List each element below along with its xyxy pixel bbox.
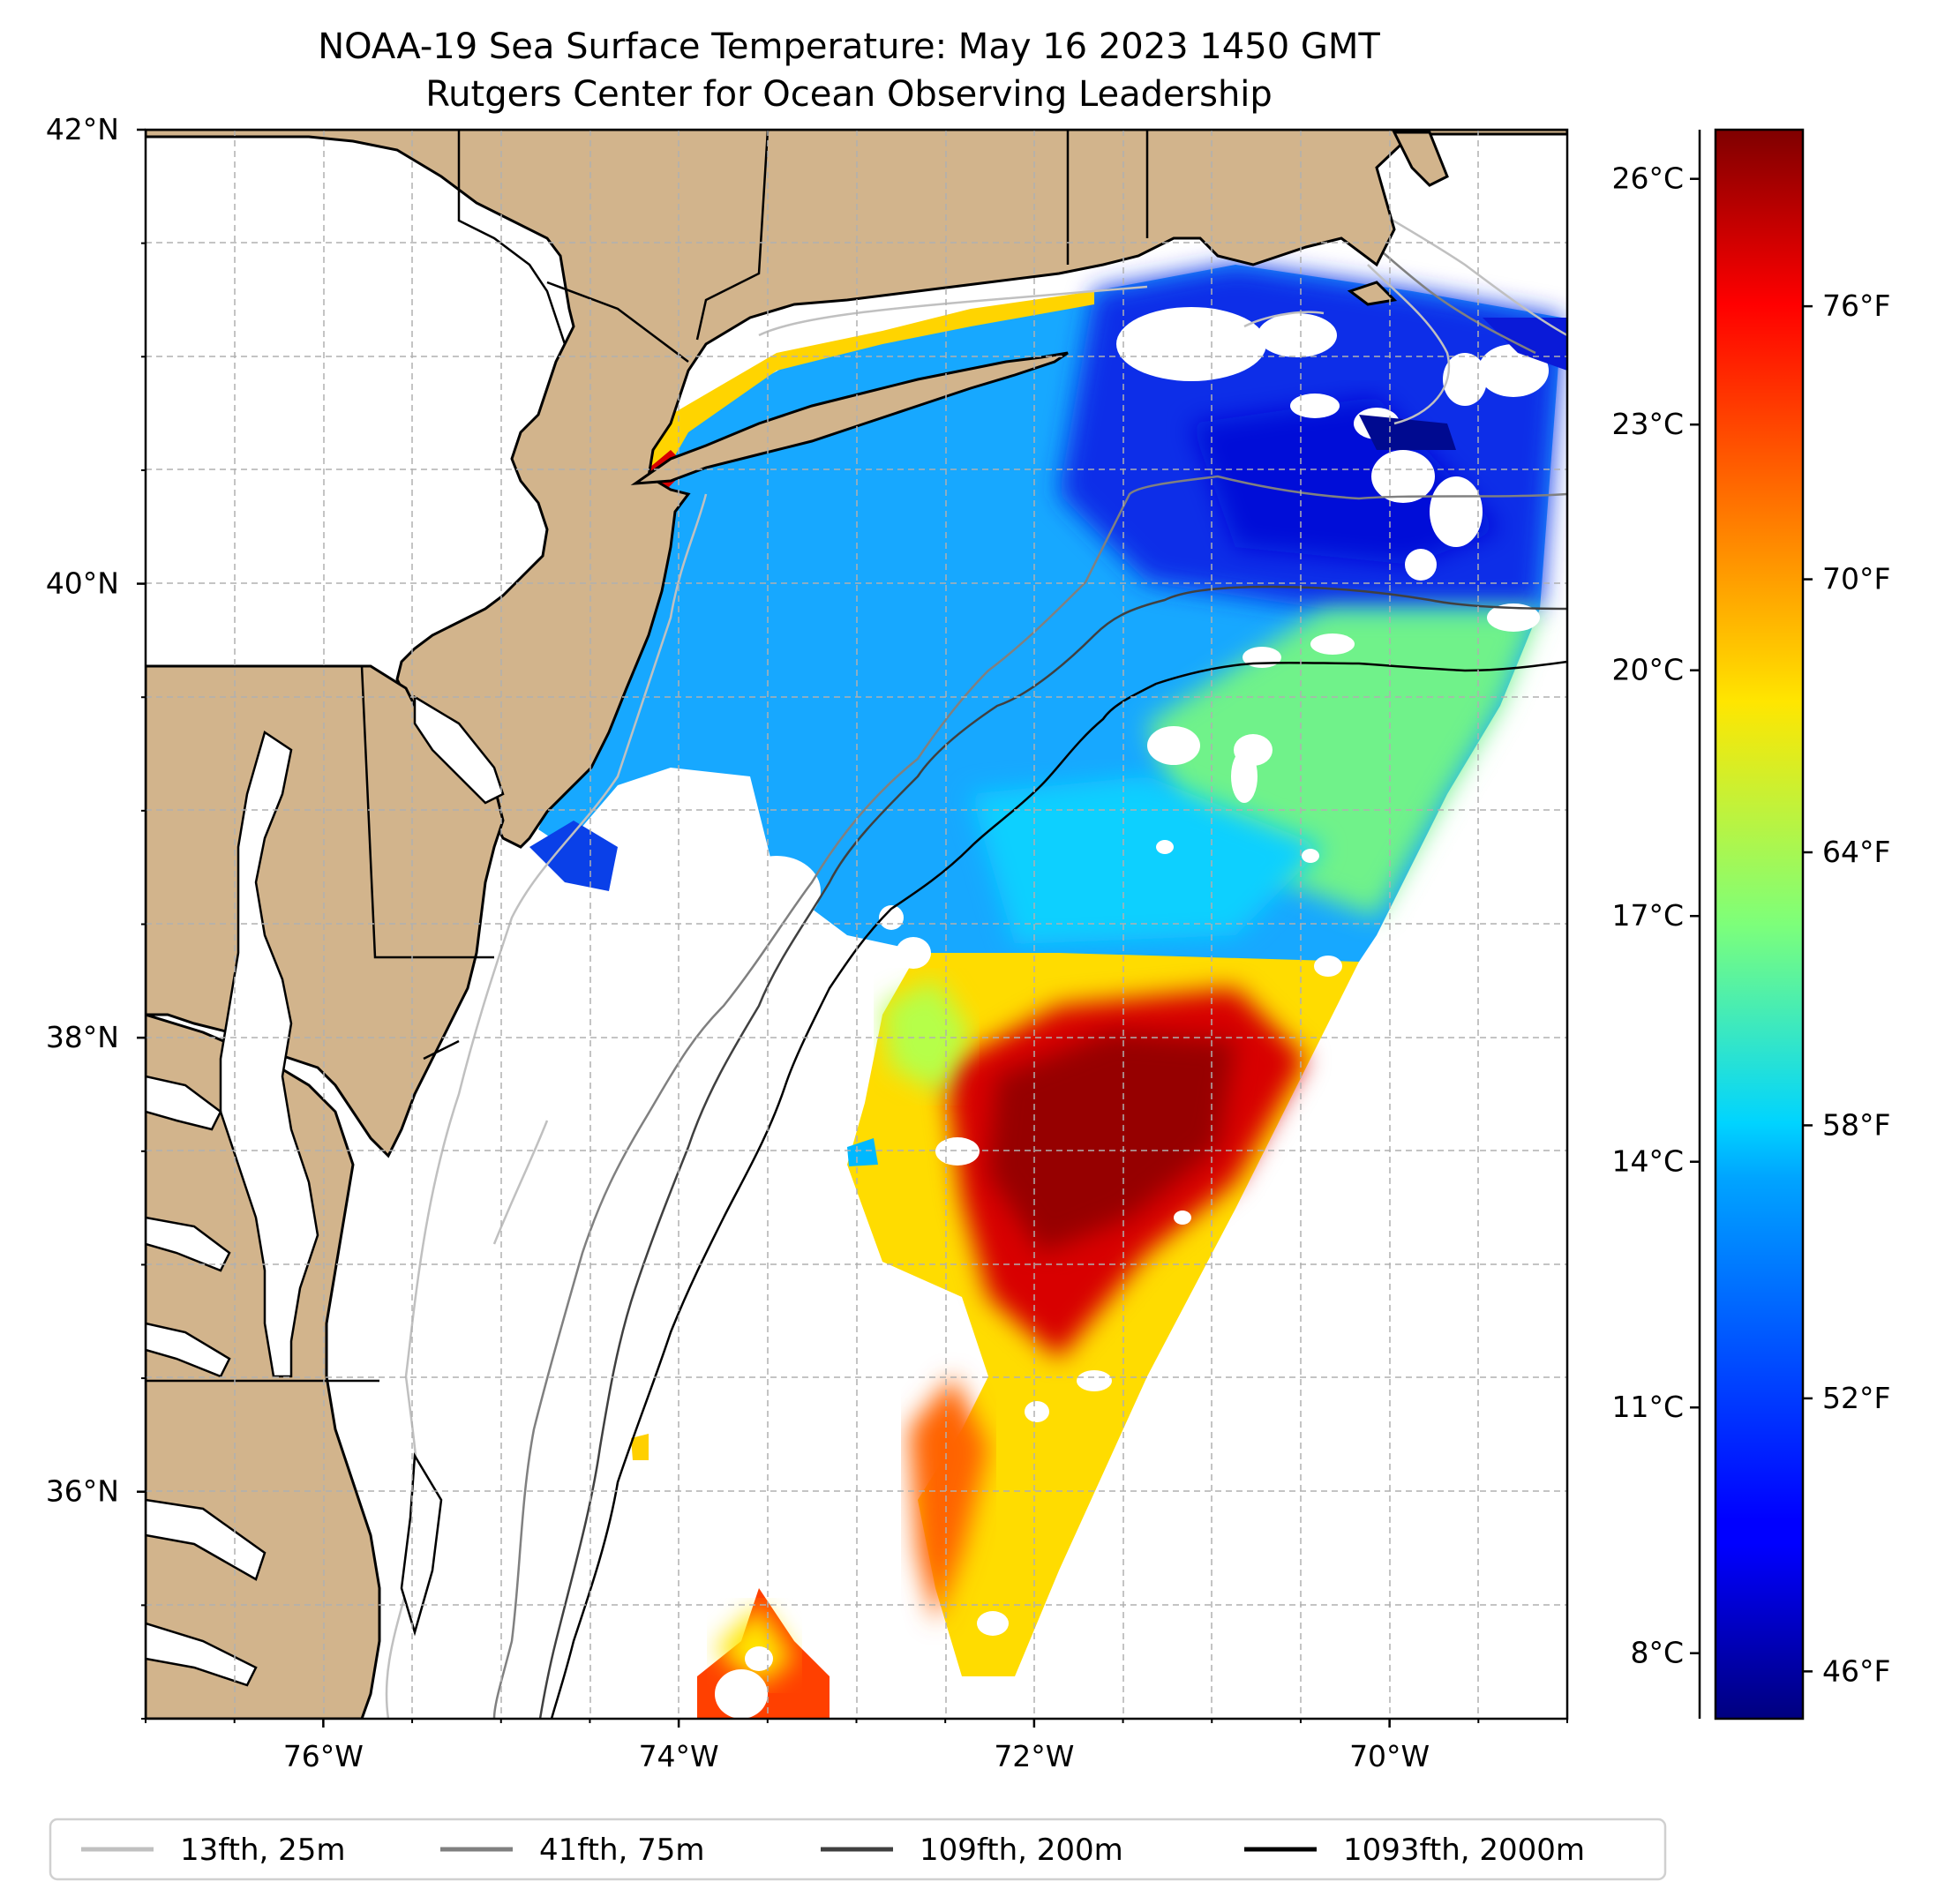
colorbar-frame xyxy=(1714,128,1805,1720)
latitude-axis: 42°N 40°N 38°N 36°N xyxy=(46,112,146,1720)
gridlines xyxy=(146,130,1567,1719)
lon-tick-label: 74°W xyxy=(639,1739,719,1773)
fahrenheit-tick-label: 52°F xyxy=(1822,1381,1890,1415)
celsius-tick-label: 11°C xyxy=(1611,1390,1684,1424)
lon-tick-label: 72°W xyxy=(994,1739,1074,1773)
fahrenheit-tick-label: 76°F xyxy=(1822,289,1890,323)
lat-tick-label: 40°N xyxy=(46,566,119,601)
title-line-1: NOAA-19 Sea Surface Temperature: May 16 … xyxy=(318,26,1380,67)
fahrenheit-tick-label: 64°F xyxy=(1822,835,1890,869)
celsius-tick-label: 17°C xyxy=(1611,898,1684,933)
sst-field xyxy=(300,265,1567,1719)
legend-label: 41fth, 75m xyxy=(539,1833,705,1868)
colorbar-fahrenheit-ticks: 76°F 70°F 64°F 58°F 52°F 46°F xyxy=(1803,289,1890,1688)
legend-label: 1093fth, 2000m xyxy=(1343,1833,1585,1868)
bathymetry-2000m xyxy=(550,660,1567,1719)
legend-item: 41fth, 75m xyxy=(440,1833,705,1868)
legend-label: 109fth, 200m xyxy=(920,1833,1123,1868)
legend-item: 1093fth, 2000m xyxy=(1244,1833,1585,1868)
longitude-axis: 76°W 74°W 72°W 70°W xyxy=(145,1719,1568,1773)
fahrenheit-tick-label: 58°F xyxy=(1822,1107,1890,1142)
map-panel[interactable] xyxy=(146,130,1567,1719)
lon-tick-label: 76°W xyxy=(283,1739,364,1773)
fahrenheit-tick-label: 70°F xyxy=(1822,562,1890,596)
colorbar-celsius-ticks: 26°C 23°C 20°C 17°C 14°C 11°C 8°C xyxy=(1611,130,1701,1719)
celsius-tick-label: 20°C xyxy=(1611,653,1684,687)
legend-item: 13fth, 25m xyxy=(81,1833,346,1868)
celsius-tick-label: 14°C xyxy=(1611,1144,1684,1179)
lat-tick-label: 42°N xyxy=(46,112,119,146)
lat-tick-label: 38°N xyxy=(46,1020,119,1054)
colorbar: 26°C 23°C 20°C 17°C 14°C 11°C 8°C 76°F 70°F 64°F… xyxy=(1611,128,1890,1720)
celsius-tick-label: 8°C xyxy=(1630,1636,1684,1670)
celsius-tick-label: 23°C xyxy=(1611,407,1684,441)
fahrenheit-tick-label: 46°F xyxy=(1822,1653,1890,1688)
colorbar-gradient xyxy=(1716,130,1803,1719)
legend: 13fth, 25m 41fth, 75m 109fth, 200m 1093fth,… xyxy=(49,1818,1667,1881)
bathymetry-200m xyxy=(538,585,1567,1719)
celsius-tick-label: 26°C xyxy=(1611,161,1684,196)
chesapeake-bay xyxy=(146,694,505,1687)
title-line-2: Rutgers Center for Ocean Observing Leade… xyxy=(425,74,1273,115)
legend-label: 13fth, 25m xyxy=(180,1833,346,1868)
lon-tick-label: 70°W xyxy=(1349,1739,1430,1773)
legend-item: 109fth, 200m xyxy=(821,1833,1123,1868)
lat-tick-label: 36°N xyxy=(46,1474,119,1509)
